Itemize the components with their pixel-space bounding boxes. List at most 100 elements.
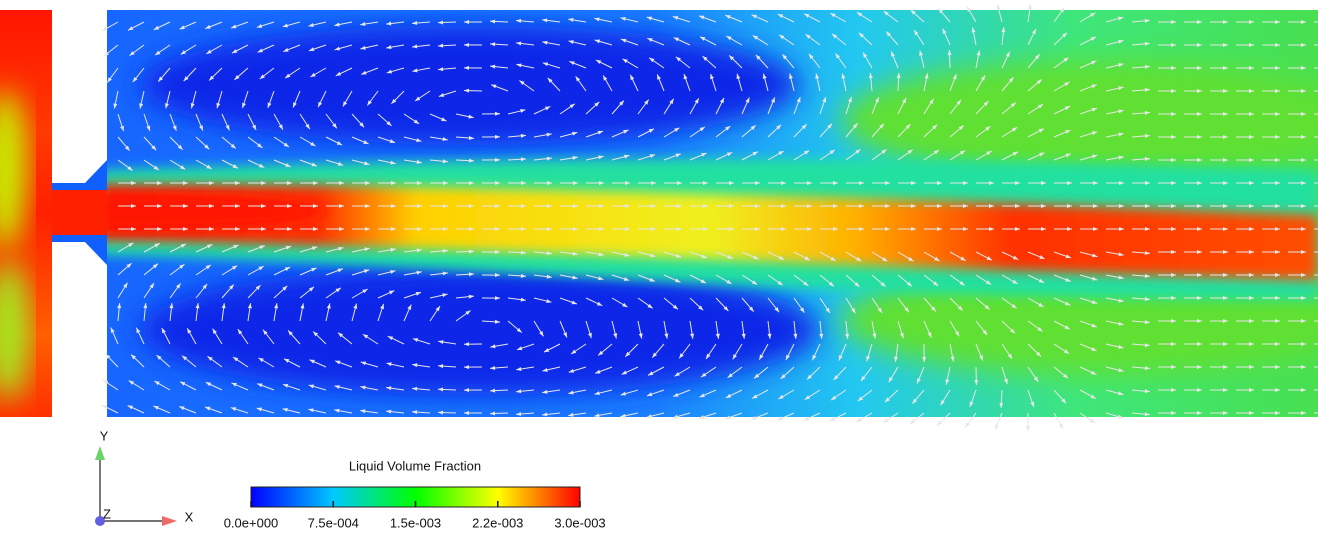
arrow-head	[852, 123, 858, 129]
arrow-head	[1197, 135, 1202, 139]
arrow-head	[183, 76, 189, 82]
arrow-head	[1223, 158, 1228, 162]
arrow-head	[380, 303, 384, 310]
arrow-head	[674, 127, 680, 133]
arrow-head	[1117, 414, 1124, 419]
arrow-head	[1089, 418, 1096, 423]
arrow-head	[598, 155, 604, 160]
arrow-head	[332, 123, 337, 129]
arrow-head	[702, 56, 708, 61]
arrow-head	[412, 410, 418, 415]
arrow-head	[856, 417, 862, 422]
arrow-head	[252, 124, 257, 131]
arrow-head	[231, 265, 238, 270]
arrow-head	[334, 385, 340, 389]
arrow-head	[158, 76, 164, 82]
arrow-head	[335, 360, 341, 365]
arrow-head	[468, 158, 474, 163]
arrow-head	[1007, 353, 1013, 359]
colorbar-tick-label: 7.5e-004	[308, 515, 359, 530]
arrow-head	[675, 56, 682, 62]
arrow-head	[919, 50, 924, 56]
arrow-head	[1223, 319, 1228, 323]
arrow-head	[771, 97, 775, 103]
arrow-head	[1090, 36, 1097, 41]
arrow-head	[1144, 274, 1150, 279]
arrow-head	[729, 227, 734, 231]
arrow-head	[1171, 112, 1176, 116]
arrow-head	[777, 416, 783, 421]
colorbar-title: Liquid Volume Fraction	[349, 458, 481, 473]
arrow-head	[669, 98, 674, 105]
arrow-head	[209, 181, 214, 185]
arrow-head	[1031, 28, 1036, 35]
arrow-head	[1301, 250, 1306, 254]
arrow-head	[521, 227, 526, 231]
arrow-head	[183, 227, 188, 231]
arrow-head	[342, 101, 348, 107]
arrow-head	[365, 204, 370, 208]
arrow-head	[1275, 227, 1280, 231]
arrow-head	[701, 153, 707, 157]
colorbar-tick-label: 0.0e+000	[224, 515, 279, 530]
arrow-head	[675, 153, 681, 158]
arrow-head	[699, 126, 705, 132]
arrow-head	[435, 306, 440, 312]
arrow-head	[231, 24, 237, 29]
arrow-head	[1197, 365, 1202, 369]
arrow-head	[386, 362, 392, 367]
arrow-head	[386, 21, 392, 26]
arrow-head	[927, 332, 932, 338]
arrow-head	[854, 282, 860, 287]
arrow-head	[247, 303, 252, 309]
arrow-head	[1119, 204, 1124, 208]
arrow-head	[819, 333, 824, 339]
arrow-head	[776, 124, 782, 130]
arrow-head	[156, 355, 162, 360]
inlet-field	[0, 10, 52, 417]
arrow-head	[157, 204, 162, 208]
arrow-head	[779, 34, 785, 40]
arrow-head	[838, 355, 843, 361]
arrow-head	[520, 133, 526, 138]
arrow-head	[443, 181, 448, 185]
arrow-head	[442, 271, 448, 276]
arrow-head	[914, 30, 919, 36]
arrow-head	[1144, 389, 1150, 394]
arrow-head	[703, 204, 708, 208]
arrow-head	[1197, 89, 1202, 93]
arrow-head	[1005, 51, 1010, 58]
arrow-head	[568, 17, 574, 22]
arrow-head	[490, 388, 496, 393]
arrow-head	[360, 45, 366, 50]
arrow-head	[152, 263, 159, 269]
arrow-head	[205, 264, 211, 270]
arrow-head	[646, 392, 653, 397]
z-label: Z	[103, 506, 111, 521]
arrow-head	[933, 149, 939, 155]
arrow-head	[1091, 60, 1097, 65]
arrow-head	[649, 154, 656, 158]
arrow-head	[699, 15, 705, 20]
arrow-head	[701, 254, 708, 259]
arrow-head	[1301, 89, 1306, 93]
arrow-head	[153, 25, 160, 30]
arrow-head	[1092, 253, 1098, 258]
arrow-head	[620, 413, 626, 418]
arrow-head	[899, 332, 904, 339]
arrow-head	[288, 330, 293, 336]
arrow-head	[242, 102, 246, 109]
arrow-head	[310, 141, 316, 147]
arrow-head	[182, 355, 188, 361]
arrow-head	[573, 204, 578, 208]
arrow-head	[494, 273, 500, 278]
arrow-head	[752, 151, 758, 156]
nozzle-core	[52, 190, 112, 235]
arrow-head	[1067, 181, 1072, 185]
arrow-head	[1001, 27, 1006, 33]
arrow-head	[520, 157, 526, 162]
arrow-head	[569, 103, 575, 109]
arrow-head	[882, 418, 889, 423]
arrow-head	[755, 204, 760, 208]
arrow-head	[896, 73, 901, 79]
